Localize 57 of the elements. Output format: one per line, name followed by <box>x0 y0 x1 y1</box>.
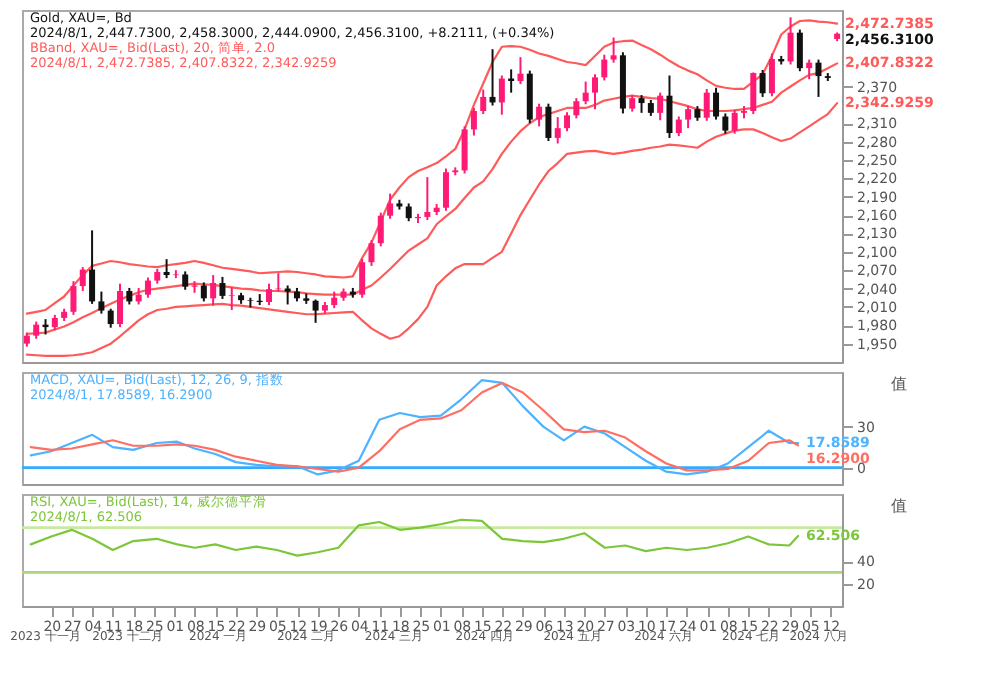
candlestick <box>666 74 673 139</box>
candlestick <box>70 280 77 316</box>
candlestick <box>685 105 692 130</box>
candlestick <box>610 36 617 64</box>
candlestick <box>573 97 580 120</box>
candlestick <box>210 274 217 307</box>
candlestick <box>806 58 813 81</box>
candlestick <box>424 176 431 221</box>
candlestick <box>266 282 273 307</box>
candlestick <box>517 56 524 86</box>
candlestick <box>359 258 366 299</box>
candlestick <box>182 270 189 291</box>
candlestick <box>368 239 375 267</box>
candlestick <box>163 258 170 280</box>
candlestick <box>526 69 533 125</box>
candlestick <box>657 91 664 122</box>
candlestick <box>498 74 505 116</box>
candlestick <box>750 71 757 116</box>
candlestick <box>107 307 114 329</box>
candlestick <box>489 48 496 107</box>
candlestick <box>284 284 291 306</box>
candlestick <box>759 68 766 98</box>
candlestick <box>200 281 207 303</box>
candlestick <box>480 88 487 116</box>
candlestick <box>722 112 729 135</box>
candlestick <box>554 116 561 145</box>
candlestick <box>564 111 571 133</box>
candlestick <box>545 102 552 143</box>
candlestick <box>442 167 449 212</box>
y-axis-title: 值 <box>891 375 907 393</box>
candlestick <box>461 125 468 175</box>
candlestick <box>312 298 319 324</box>
candlestick <box>601 53 608 82</box>
candlestick <box>582 80 589 106</box>
candlestick <box>470 106 477 137</box>
candlestick <box>387 192 394 220</box>
candlestick <box>713 86 720 121</box>
candlestick <box>815 58 822 98</box>
candlestick <box>536 102 543 128</box>
candlestick <box>675 115 682 138</box>
candlestick <box>144 276 151 299</box>
candlestick <box>247 296 254 309</box>
candlestick <box>89 229 96 305</box>
candlestick <box>731 108 738 135</box>
line-series <box>25 102 839 357</box>
candlestick <box>591 73 598 111</box>
candlestick <box>377 211 384 248</box>
candlestick <box>796 28 803 73</box>
candlestick <box>79 266 86 292</box>
y-axis-title: 值 <box>891 497 907 515</box>
candlestick <box>219 275 226 300</box>
candlestick <box>228 286 235 311</box>
candlestick <box>98 290 105 315</box>
candlestick <box>703 87 710 122</box>
candlestick <box>768 52 775 98</box>
candlestick <box>117 282 124 329</box>
candlestick <box>787 16 794 66</box>
